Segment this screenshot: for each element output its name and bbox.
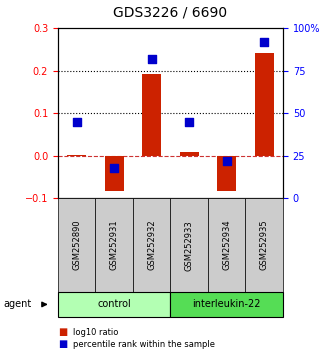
Bar bbox=[105, 156, 123, 190]
Text: ■: ■ bbox=[58, 339, 67, 349]
Bar bbox=[180, 152, 199, 156]
Text: GSM252931: GSM252931 bbox=[110, 220, 119, 270]
Point bbox=[149, 56, 154, 62]
Bar bbox=[67, 155, 86, 156]
Text: GSM252890: GSM252890 bbox=[72, 220, 81, 270]
Bar bbox=[142, 74, 161, 156]
Point bbox=[74, 119, 79, 125]
Text: ■: ■ bbox=[58, 327, 67, 337]
Point bbox=[224, 158, 229, 164]
Text: GDS3226 / 6690: GDS3226 / 6690 bbox=[114, 5, 227, 19]
Text: log10 ratio: log10 ratio bbox=[73, 327, 118, 337]
Bar bbox=[255, 52, 274, 156]
Text: GSM252933: GSM252933 bbox=[185, 220, 194, 270]
Point bbox=[187, 119, 192, 125]
Text: GSM252932: GSM252932 bbox=[147, 220, 156, 270]
Text: GSM252935: GSM252935 bbox=[260, 220, 269, 270]
Text: interleukin-22: interleukin-22 bbox=[193, 299, 261, 309]
Bar bbox=[217, 156, 236, 190]
Point bbox=[261, 39, 267, 45]
Text: control: control bbox=[97, 299, 131, 309]
Text: percentile rank within the sample: percentile rank within the sample bbox=[73, 339, 215, 349]
Text: agent: agent bbox=[3, 299, 31, 309]
Point bbox=[112, 165, 117, 171]
Text: GSM252934: GSM252934 bbox=[222, 220, 231, 270]
